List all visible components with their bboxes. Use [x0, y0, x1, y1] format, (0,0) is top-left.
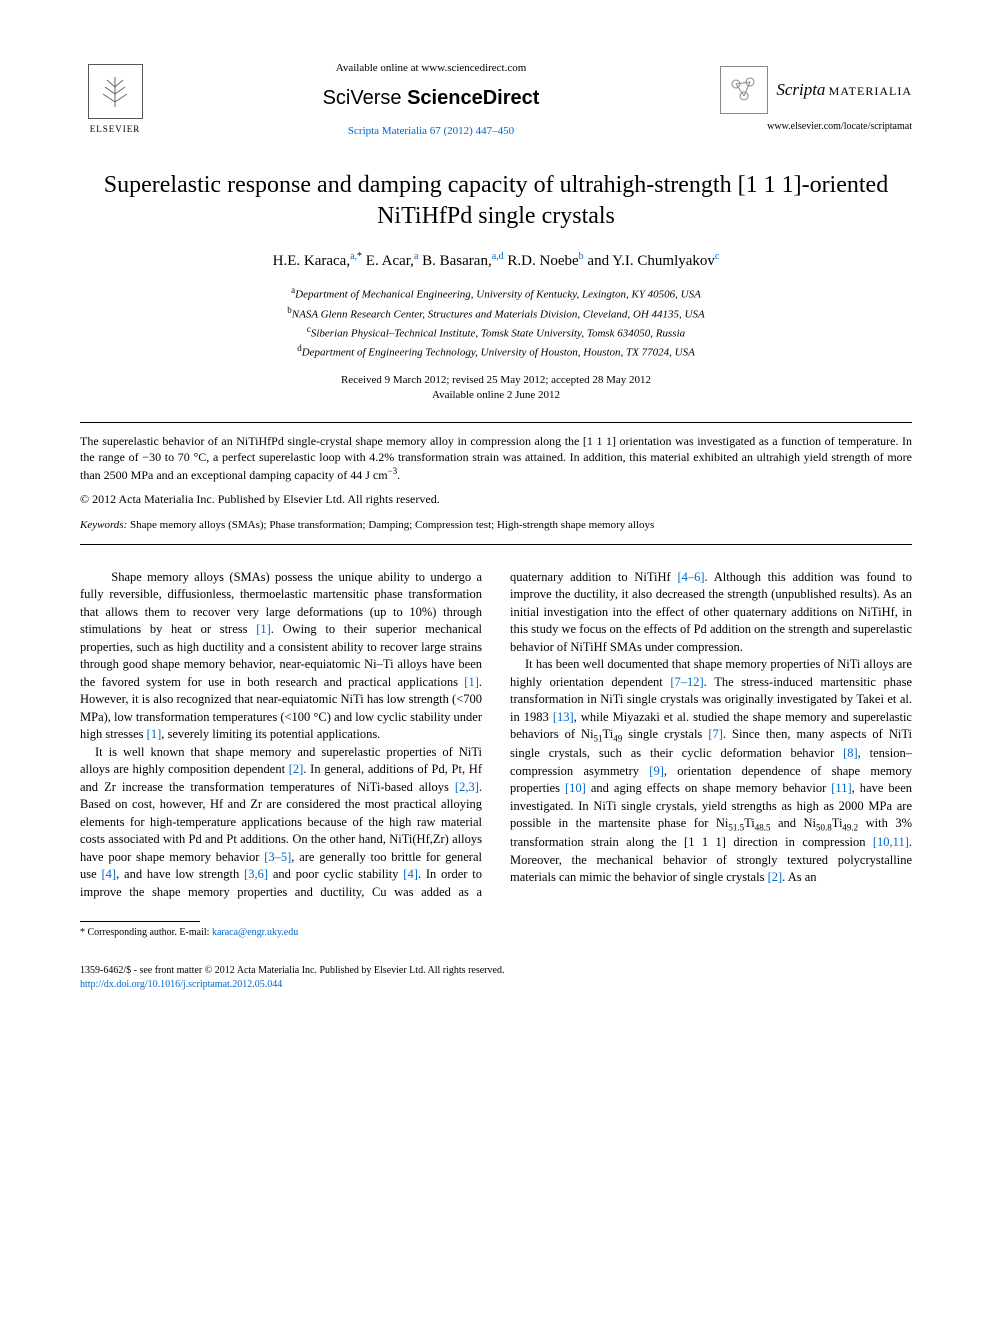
journal-title: Scripta MATERIALIA — [776, 78, 912, 102]
ref-link[interactable]: [7–12] — [670, 675, 703, 689]
author-affil-sup: a — [414, 251, 418, 262]
center-header: Available online at www.sciencedirect.co… — [150, 61, 712, 140]
author: R.D. Noebe — [507, 253, 578, 269]
journal-logo-block: Scripta MATERIALIA www.elsevier.com/loca… — [712, 66, 912, 134]
author-affil-sup: a,d — [492, 251, 504, 262]
corresponding-footnote: * Corresponding author. E-mail: karaca@e… — [80, 926, 912, 940]
ref-link[interactable]: [1] — [464, 675, 479, 689]
footnote-separator — [80, 921, 200, 922]
rule-bottom — [80, 544, 912, 545]
platform-logo: SciVerse ScienceDirect — [150, 84, 712, 112]
ref-link[interactable]: [11] — [831, 781, 851, 795]
platform-prefix: SciVerse — [323, 87, 402, 109]
author: and Y.I. Chumlyakov — [587, 253, 715, 269]
corresponding-star: * — [357, 251, 362, 262]
elsevier-tree-icon — [88, 64, 143, 119]
footnote-label: * Corresponding author. E-mail: — [80, 927, 212, 938]
author-affil-sup: a, — [350, 251, 357, 262]
ref-link[interactable]: [3,6] — [244, 867, 268, 881]
article-title: Superelastic response and damping capaci… — [100, 170, 892, 232]
footnote-email-link[interactable]: karaca@engr.uky.edu — [212, 927, 298, 938]
ref-link[interactable]: [2] — [768, 870, 783, 884]
body-span: stability — [358, 867, 403, 881]
ref-link[interactable]: [4] — [403, 867, 418, 881]
ref-link[interactable]: [3–5] — [264, 850, 291, 864]
available-online-text: Available online at www.sciencedirect.co… — [150, 61, 712, 76]
subscript: 49 — [613, 734, 622, 744]
journal-url: www.elsevier.com/locate/scriptamat — [712, 120, 912, 134]
author-list: H.E. Karaca,a,* E. Acar,a B. Basaran,a,d… — [80, 250, 912, 272]
body-span: , and have low strength — [116, 867, 244, 881]
keywords-label: Keywords: — [80, 519, 127, 531]
body-para: It has been well documented that shape m… — [510, 656, 912, 887]
abstract-end: . — [397, 468, 400, 482]
publisher-name: ELSEVIER — [90, 123, 141, 136]
subscript: 50.8 — [816, 823, 832, 833]
subscript: 49.2 — [842, 823, 858, 833]
affil-text: Siberian Physical–Technical Institute, T… — [311, 327, 685, 339]
abstract-text: The superelastic behavior of an NiTiHfPd… — [80, 434, 912, 482]
abstract-sup: −3 — [388, 466, 398, 476]
abstract: The superelastic behavior of an NiTiHfPd… — [80, 433, 912, 484]
affiliations: aDepartment of Mechanical Engineering, U… — [80, 284, 912, 361]
body-span: single crystals — [622, 727, 708, 741]
journal-name-italic: Scripta — [776, 80, 825, 99]
subscript: 51.5 — [728, 823, 744, 833]
ref-link[interactable]: [2] — [289, 762, 304, 776]
ref-link[interactable]: [7] — [708, 727, 723, 741]
body-para: Shape memory alloys (SMAs) possess the u… — [80, 569, 482, 744]
platform-name: ScienceDirect — [407, 87, 539, 109]
body-span: , severely limiting its potential applic… — [161, 727, 380, 741]
affil-text: NASA Glenn Research Center, Structures a… — [292, 308, 705, 320]
page-header: ELSEVIER Available online at www.science… — [80, 60, 912, 140]
body-span: and poor cyclic — [268, 867, 353, 881]
ref-link[interactable]: [1] — [147, 727, 162, 741]
affil-text: Department of Engineering Technology, Un… — [302, 347, 695, 359]
subscript: 51 — [594, 734, 603, 744]
rule-top — [80, 422, 912, 423]
online-date: Available online 2 June 2012 — [80, 388, 912, 403]
journal-name-caps: MATERIALIA — [829, 84, 912, 98]
body-span: Ti — [603, 727, 614, 741]
doi-link[interactable]: http://dx.doi.org/10.1016/j.scriptamat.2… — [80, 979, 282, 990]
page-footer: 1359-6462/$ - see front matter © 2012 Ac… — [80, 964, 912, 992]
body-span: and aging effects on shape memory behavi… — [586, 781, 831, 795]
ref-link[interactable]: [4–6] — [677, 570, 704, 584]
affiliation: dDepartment of Engineering Technology, U… — [80, 342, 912, 361]
affiliation: aDepartment of Mechanical Engineering, U… — [80, 284, 912, 303]
ref-link[interactable]: [1] — [256, 622, 271, 636]
author: B. Basaran, — [422, 253, 492, 269]
affiliation: bNASA Glenn Research Center, Structures … — [80, 304, 912, 323]
journal-brand: Scripta MATERIALIA — [712, 66, 912, 114]
ref-link[interactable]: [13] — [553, 710, 574, 724]
subscript: 48.5 — [755, 823, 771, 833]
author: H.E. Karaca, — [273, 253, 350, 269]
keywords-text: Shape memory alloys (SMAs); Phase transf… — [127, 519, 654, 531]
author-affil-sup: c — [715, 251, 719, 262]
publisher-logo: ELSEVIER — [80, 60, 150, 140]
ref-link[interactable]: [9] — [649, 764, 664, 778]
affiliation: cSiberian Physical–Technical Institute, … — [80, 323, 912, 342]
author: E. Acar, — [366, 253, 414, 269]
citation-link[interactable]: Scripta Materialia 67 (2012) 447–450 — [150, 124, 712, 139]
body-span: Ti — [744, 816, 755, 830]
keywords: Keywords: Shape memory alloys (SMAs); Ph… — [80, 518, 912, 533]
ref-link[interactable]: [10,11] — [873, 835, 909, 849]
ref-link[interactable]: [10] — [565, 781, 586, 795]
body-text: Shape memory alloys (SMAs) possess the u… — [80, 569, 912, 902]
author-affil-sup: b — [579, 251, 584, 262]
ref-link[interactable]: [2,3] — [455, 780, 479, 794]
body-span: . As an — [782, 870, 816, 884]
ref-link[interactable]: [8] — [843, 746, 858, 760]
affil-text: Department of Mechanical Engineering, Un… — [295, 289, 701, 301]
received-dates: Received 9 March 2012; revised 25 May 20… — [80, 373, 912, 388]
copyright-line: © 2012 Acta Materialia Inc. Published by… — [80, 491, 912, 508]
article-dates: Received 9 March 2012; revised 25 May 20… — [80, 373, 912, 404]
journal-icon — [720, 66, 768, 114]
body-span: and Ni — [771, 816, 816, 830]
footer-copyright: 1359-6462/$ - see front matter © 2012 Ac… — [80, 964, 912, 978]
ref-link[interactable]: [4] — [102, 867, 117, 881]
body-span: Ti — [832, 816, 843, 830]
